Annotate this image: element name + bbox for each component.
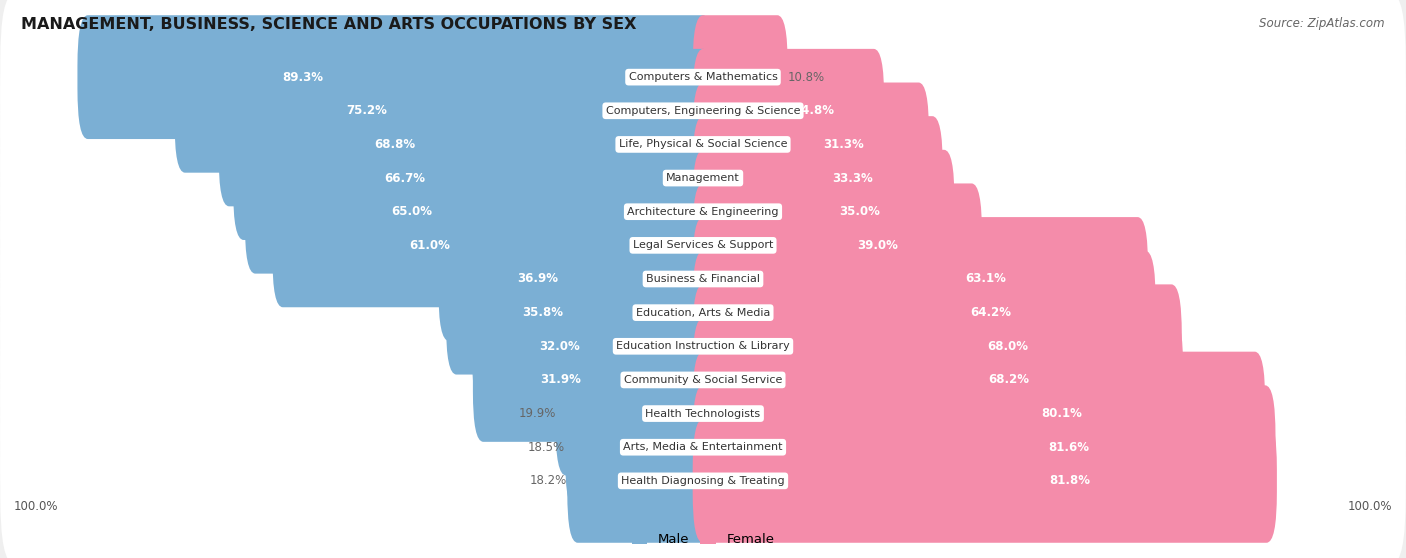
FancyBboxPatch shape bbox=[693, 352, 1265, 475]
Text: 80.1%: 80.1% bbox=[1042, 407, 1083, 420]
Text: Education Instruction & Library: Education Instruction & Library bbox=[616, 341, 790, 352]
Text: 32.0%: 32.0% bbox=[540, 340, 581, 353]
Text: Arts, Media & Entertainment: Arts, Media & Entertainment bbox=[623, 442, 783, 452]
FancyBboxPatch shape bbox=[693, 285, 1182, 408]
FancyBboxPatch shape bbox=[693, 419, 1277, 543]
FancyBboxPatch shape bbox=[77, 15, 713, 139]
Text: Computers, Engineering & Science: Computers, Engineering & Science bbox=[606, 106, 800, 116]
FancyBboxPatch shape bbox=[693, 318, 1184, 442]
Text: Life, Physical & Social Science: Life, Physical & Social Science bbox=[619, 140, 787, 150]
Text: 33.3%: 33.3% bbox=[832, 171, 873, 185]
Text: 31.3%: 31.3% bbox=[823, 138, 863, 151]
Text: 18.2%: 18.2% bbox=[530, 474, 567, 487]
Text: Computers & Mathematics: Computers & Mathematics bbox=[628, 72, 778, 82]
Text: 19.9%: 19.9% bbox=[519, 407, 555, 420]
FancyBboxPatch shape bbox=[0, 230, 1406, 396]
FancyBboxPatch shape bbox=[693, 184, 981, 307]
FancyBboxPatch shape bbox=[174, 49, 713, 172]
Text: 39.0%: 39.0% bbox=[858, 239, 898, 252]
Text: 89.3%: 89.3% bbox=[283, 71, 323, 84]
FancyBboxPatch shape bbox=[555, 352, 713, 475]
FancyBboxPatch shape bbox=[0, 297, 1406, 463]
Text: 65.0%: 65.0% bbox=[391, 205, 433, 218]
FancyBboxPatch shape bbox=[693, 15, 787, 139]
Text: Health Diagnosing & Treating: Health Diagnosing & Treating bbox=[621, 476, 785, 486]
Text: 81.6%: 81.6% bbox=[1047, 441, 1088, 454]
Text: 10.8%: 10.8% bbox=[787, 71, 825, 84]
FancyBboxPatch shape bbox=[693, 49, 884, 172]
FancyBboxPatch shape bbox=[245, 150, 713, 273]
Text: MANAGEMENT, BUSINESS, SCIENCE AND ARTS OCCUPATIONS BY SEX: MANAGEMENT, BUSINESS, SCIENCE AND ARTS O… bbox=[21, 17, 637, 32]
Text: 64.2%: 64.2% bbox=[970, 306, 1011, 319]
FancyBboxPatch shape bbox=[693, 386, 1275, 509]
Text: Architecture & Engineering: Architecture & Engineering bbox=[627, 206, 779, 217]
Text: 24.8%: 24.8% bbox=[793, 104, 835, 117]
Text: 68.8%: 68.8% bbox=[374, 138, 415, 151]
FancyBboxPatch shape bbox=[439, 217, 713, 341]
FancyBboxPatch shape bbox=[693, 116, 943, 240]
FancyBboxPatch shape bbox=[0, 331, 1406, 497]
Text: 66.7%: 66.7% bbox=[384, 171, 425, 185]
Text: Business & Financial: Business & Financial bbox=[645, 274, 761, 284]
FancyBboxPatch shape bbox=[693, 150, 955, 273]
Text: Education, Arts & Media: Education, Arts & Media bbox=[636, 307, 770, 318]
FancyBboxPatch shape bbox=[0, 162, 1406, 328]
Text: 63.1%: 63.1% bbox=[965, 272, 1007, 286]
Text: 35.8%: 35.8% bbox=[522, 306, 564, 319]
Text: Source: ZipAtlas.com: Source: ZipAtlas.com bbox=[1260, 17, 1385, 30]
FancyBboxPatch shape bbox=[0, 95, 1406, 261]
FancyBboxPatch shape bbox=[0, 28, 1406, 194]
FancyBboxPatch shape bbox=[0, 62, 1406, 227]
FancyBboxPatch shape bbox=[273, 184, 713, 307]
Text: 35.0%: 35.0% bbox=[839, 205, 880, 218]
FancyBboxPatch shape bbox=[0, 398, 1406, 558]
Text: 100.0%: 100.0% bbox=[1347, 499, 1392, 513]
FancyBboxPatch shape bbox=[0, 129, 1406, 295]
FancyBboxPatch shape bbox=[0, 196, 1406, 362]
FancyBboxPatch shape bbox=[0, 364, 1406, 530]
Text: 31.9%: 31.9% bbox=[540, 373, 581, 387]
FancyBboxPatch shape bbox=[219, 83, 713, 206]
FancyBboxPatch shape bbox=[565, 386, 713, 509]
FancyBboxPatch shape bbox=[446, 251, 713, 374]
Text: Management: Management bbox=[666, 173, 740, 183]
Text: 18.5%: 18.5% bbox=[529, 441, 565, 454]
Text: Community & Social Service: Community & Social Service bbox=[624, 375, 782, 385]
Text: 68.2%: 68.2% bbox=[988, 373, 1029, 387]
FancyBboxPatch shape bbox=[693, 251, 1156, 374]
Text: 75.2%: 75.2% bbox=[346, 104, 387, 117]
Text: 68.0%: 68.0% bbox=[987, 340, 1028, 353]
Text: Health Technologists: Health Technologists bbox=[645, 408, 761, 418]
FancyBboxPatch shape bbox=[567, 419, 713, 543]
Text: 36.9%: 36.9% bbox=[517, 272, 558, 286]
FancyBboxPatch shape bbox=[693, 217, 1149, 341]
FancyBboxPatch shape bbox=[472, 318, 713, 442]
Text: 100.0%: 100.0% bbox=[14, 499, 59, 513]
FancyBboxPatch shape bbox=[693, 83, 929, 206]
Text: 61.0%: 61.0% bbox=[409, 239, 450, 252]
FancyBboxPatch shape bbox=[0, 0, 1406, 160]
FancyBboxPatch shape bbox=[472, 285, 713, 408]
Text: 81.8%: 81.8% bbox=[1049, 474, 1090, 487]
FancyBboxPatch shape bbox=[233, 116, 713, 240]
FancyBboxPatch shape bbox=[0, 263, 1406, 429]
Text: Legal Services & Support: Legal Services & Support bbox=[633, 240, 773, 251]
Legend: Male, Female: Male, Female bbox=[626, 528, 780, 551]
